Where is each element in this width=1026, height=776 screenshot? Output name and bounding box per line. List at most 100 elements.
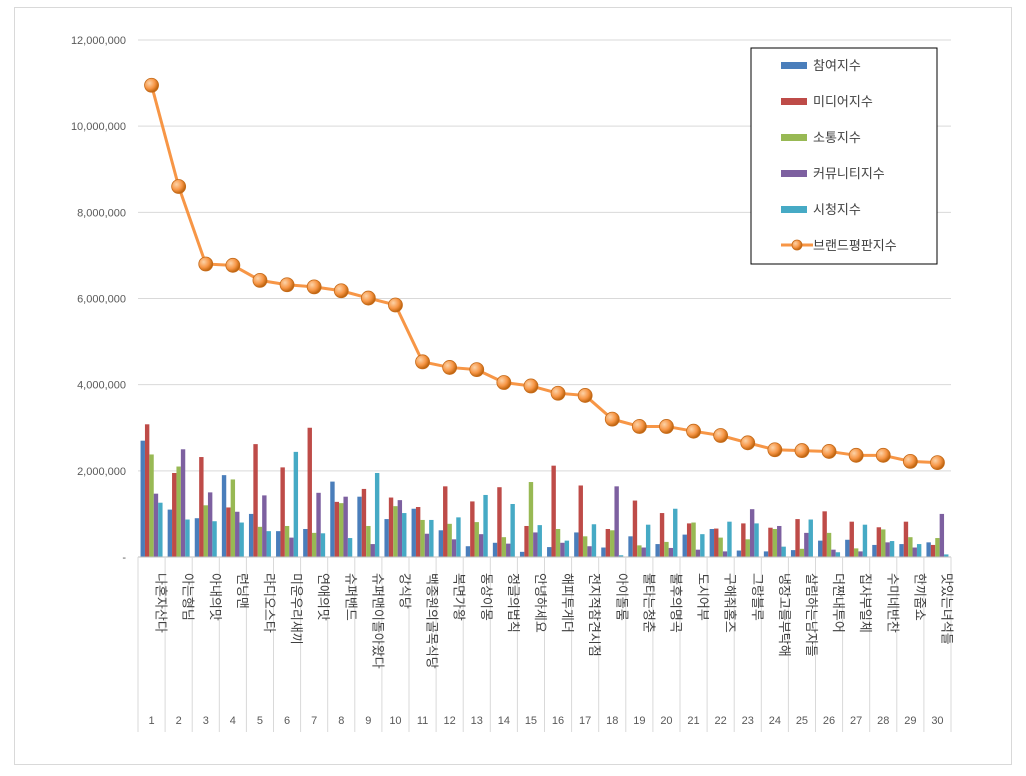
bar-참여지수-2 bbox=[167, 509, 173, 557]
bar-커뮤니티지수-30 bbox=[939, 513, 945, 557]
y-tick-label: 6,000,000 bbox=[77, 294, 126, 306]
rank-label: 26 bbox=[823, 715, 835, 727]
category-label: 슈퍼밴드 bbox=[342, 573, 357, 621]
legend-swatch-미디어지수 bbox=[781, 98, 807, 105]
bar-소통지수-14 bbox=[501, 537, 507, 557]
category-label: 전지적참견시점 bbox=[586, 573, 601, 657]
rank-label: 20 bbox=[660, 715, 672, 727]
y-axis: - 2,000,000 4,000,000 6,000,000 8,000,000 10,… bbox=[71, 35, 126, 564]
category-label: 안녕하세요 bbox=[532, 573, 547, 633]
bar-미디어지수-19 bbox=[632, 500, 638, 557]
rank-label: 5 bbox=[257, 715, 263, 727]
rank-label: 4 bbox=[230, 715, 236, 727]
rank-label: 18 bbox=[606, 715, 618, 727]
bar-커뮤니티지수-11 bbox=[424, 533, 430, 557]
bar-커뮤니티지수-21 bbox=[695, 549, 701, 557]
bar-미디어지수-12 bbox=[443, 486, 448, 557]
bar-참여지수-30 bbox=[926, 542, 931, 557]
brand-index-point-19 bbox=[631, 419, 647, 434]
category-label: 미운우리새끼 bbox=[288, 573, 303, 645]
category-label: 아이돌룸 bbox=[613, 573, 628, 621]
category-label: 도시어부 bbox=[695, 573, 710, 621]
bar-커뮤니티지수-1 bbox=[153, 493, 159, 557]
bar-커뮤니티지수-6 bbox=[289, 537, 294, 557]
bar-참여지수-20 bbox=[655, 544, 660, 557]
bar-시청지수-13 bbox=[483, 494, 488, 557]
bar-시청지수-10 bbox=[402, 513, 407, 557]
bar-커뮤니티지수-23 bbox=[749, 509, 755, 557]
category-label: 런닝맨 bbox=[234, 573, 249, 609]
bar-커뮤니티지수-15 bbox=[533, 532, 538, 557]
category-label: 불타는청춘 bbox=[640, 573, 655, 633]
chart-frame: - 2,000,000 4,000,000 6,000,000 8,000,000 10,… bbox=[14, 7, 1012, 765]
category-label: 복면가왕 bbox=[451, 573, 466, 621]
bar-소통지수-20 bbox=[664, 541, 669, 557]
legend-label: 참여지수 bbox=[813, 59, 861, 74]
bar-미디어지수-24 bbox=[768, 527, 773, 557]
bar-참여지수-19 bbox=[628, 536, 633, 557]
brand-index-point-14 bbox=[496, 375, 512, 390]
category-label: 구해줘홈즈 bbox=[722, 573, 737, 633]
bar-커뮤니티지수-13 bbox=[478, 534, 484, 557]
bar-시청지수-19 bbox=[645, 524, 651, 557]
y-tick-label: 8,000,000 bbox=[77, 207, 126, 219]
bar-소통지수-10 bbox=[393, 506, 398, 557]
bar-커뮤니티지수-5 bbox=[262, 495, 267, 557]
bar-소통지수-21 bbox=[691, 522, 696, 557]
brand-index-point-24 bbox=[767, 442, 783, 458]
legend-swatch-시청지수 bbox=[781, 206, 807, 213]
bar-시청지수-15 bbox=[537, 525, 542, 557]
category-label: 슈퍼맨이돌아왔다 bbox=[369, 573, 384, 669]
bar-미디어지수-10 bbox=[388, 497, 394, 557]
bar-소통지수-12 bbox=[447, 523, 452, 557]
bar-미디어지수-9 bbox=[361, 488, 367, 557]
bar-시청지수-20 bbox=[673, 508, 678, 557]
bar-시청지수-2 bbox=[185, 519, 190, 557]
bar-미디어지수-18 bbox=[605, 528, 611, 557]
bar-참여지수-3 bbox=[194, 518, 200, 557]
bar-시청지수-30 bbox=[944, 554, 949, 557]
legend-label: 소통지수 bbox=[813, 131, 861, 146]
rank-label: 11 bbox=[417, 715, 428, 727]
legend-label: 미디어지수 bbox=[813, 95, 873, 110]
y-tick-label: 10,000,000 bbox=[71, 121, 126, 133]
bar-소통지수-17 bbox=[582, 536, 588, 557]
bar-미디어지수-6 bbox=[280, 467, 285, 557]
rank-label: 15 bbox=[525, 715, 537, 727]
bar-시청지수-3 bbox=[212, 521, 217, 557]
bar-미디어지수-7 bbox=[307, 427, 312, 557]
bar-참여지수-24 bbox=[763, 551, 769, 557]
gridlines bbox=[138, 39, 951, 558]
category-label: 수미네반찬 bbox=[884, 573, 899, 633]
bar-시청지수-23 bbox=[754, 523, 759, 557]
rank-label: 17 bbox=[579, 715, 591, 727]
bar-참여지수-22 bbox=[709, 528, 715, 557]
bar-소통지수-24 bbox=[772, 528, 778, 557]
bar-커뮤니티지수-27 bbox=[858, 551, 863, 557]
brand-index-point-2 bbox=[171, 179, 187, 194]
y-tick-label: 12,000,000 bbox=[71, 35, 126, 47]
bar-소통지수-27 bbox=[853, 548, 859, 557]
bar-미디어지수-3 bbox=[199, 457, 204, 557]
bar-소통지수-30 bbox=[935, 538, 940, 557]
legend-swatch-소통지수 bbox=[781, 134, 807, 141]
brand-index-point-9 bbox=[360, 290, 376, 306]
rank-label: 13 bbox=[471, 715, 483, 727]
bar-커뮤니티지수-16 bbox=[560, 542, 565, 557]
bar-참여지수-29 bbox=[899, 544, 904, 557]
bar-소통지수-16 bbox=[555, 528, 561, 557]
category-label: 한끼줍쇼 bbox=[911, 573, 926, 621]
category-label: 아는형님 bbox=[180, 573, 195, 621]
bar-커뮤니티지수-8 bbox=[343, 496, 348, 557]
rank-label: 29 bbox=[904, 715, 916, 727]
bar-미디어지수-14 bbox=[497, 487, 502, 557]
bar-소통지수-23 bbox=[745, 539, 750, 557]
brand-index-point-7 bbox=[306, 279, 322, 295]
rank-label: 7 bbox=[311, 715, 317, 727]
bar-참여지수-26 bbox=[818, 540, 823, 557]
bar-커뮤니티지수-24 bbox=[777, 525, 782, 557]
category-label: 집사부일체 bbox=[857, 573, 872, 633]
bar-시청지수-27 bbox=[862, 524, 868, 557]
category-label: 백종원의골목식당 bbox=[424, 573, 439, 669]
bar-시청지수-12 bbox=[456, 517, 461, 557]
